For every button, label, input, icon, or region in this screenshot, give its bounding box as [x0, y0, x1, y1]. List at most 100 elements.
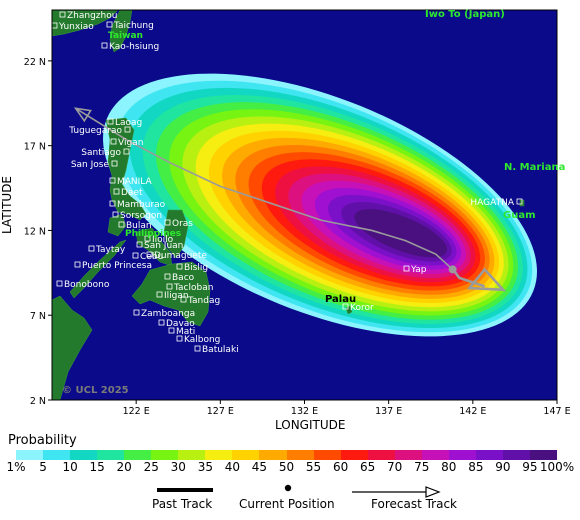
legend-title: Probability	[8, 433, 77, 448]
city-marker-zhangzhou	[59, 11, 66, 18]
city-label-vigan: Vigan	[118, 138, 143, 148]
city-label-san-jose: San Jose	[71, 160, 110, 170]
city-marker-iloilo	[144, 235, 151, 242]
x-ticks: 122 E 127 E 132 E 137 E 142 E 147 E	[123, 400, 571, 417]
legend-tick-label: 100%	[539, 460, 575, 474]
legend-tick-label: 60	[332, 460, 349, 474]
legend-tick-label: 30	[170, 460, 186, 474]
city-label-taichung: Taichung	[113, 21, 154, 31]
city-marker-vigan	[110, 138, 117, 145]
city-marker-yunxiao	[52, 22, 58, 29]
city-label-iligan: Iligan	[164, 291, 189, 301]
y-tick-label: 17 N	[24, 142, 46, 153]
region-label-palau: Palau	[325, 294, 356, 305]
city-label-kao-hsiung: Kao-hsiung	[109, 42, 159, 52]
city-marker-zamboanga	[133, 309, 140, 316]
city-marker-hagatna	[516, 198, 523, 205]
legend-tick-label: 15	[89, 460, 105, 474]
region-label-n-mariana: N. Mariana	[504, 162, 565, 173]
probability-legend: Probability 1% 5 10 15 20 25 30 35 40 45 50 55 60 65 7…	[0, 430, 580, 520]
legend-tick-label: 75	[414, 460, 430, 474]
swath-band	[354, 209, 448, 258]
city-label-yunxiao: Yunxiao	[58, 22, 94, 32]
legend-swatch	[529, 450, 558, 460]
city-marker-kalbong	[176, 335, 183, 342]
city-marker-batulaki	[194, 345, 201, 352]
legend-tick-label: 90	[495, 460, 511, 474]
legend-swatch	[313, 450, 342, 460]
city-label-mati: Mati	[176, 327, 195, 337]
city-marker-laoag	[107, 118, 114, 125]
forecast-track-arrow	[352, 486, 441, 498]
x-tick-label: 122 E	[123, 406, 150, 417]
legend-tick-label: 10	[62, 460, 78, 474]
city-label-laoag: Laoag	[115, 118, 142, 128]
legend-swatch	[178, 450, 206, 460]
city-marker-baco	[164, 273, 171, 280]
city-label-santiago: Santiago	[81, 148, 121, 158]
legend-tick-label: 50	[278, 460, 295, 474]
past-track-line	[157, 488, 213, 492]
city-marker-mamburao	[109, 200, 116, 207]
city-label-zhangzhou: Zhangzhou	[67, 11, 117, 21]
city-marker-bonobono	[56, 280, 63, 287]
x-tick-label: 127 E	[207, 406, 234, 417]
legend-swatch	[232, 450, 260, 460]
legend-tick-label: 35	[197, 460, 213, 474]
legend-swatch	[286, 450, 315, 460]
legend-swatch	[367, 450, 396, 460]
region-label-philippines: Philippines	[125, 229, 181, 239]
city-label-mamburao: Mamburao	[117, 200, 166, 210]
past-track	[453, 270, 486, 288]
x-tick-label: 132 E	[291, 406, 318, 417]
city-label-iloilo: Iloilo	[152, 235, 174, 245]
china-coast	[52, 10, 119, 37]
city-label-puerto-princesa: Puerto Princesa	[82, 261, 152, 271]
y-tick-label: 7 N	[30, 311, 46, 322]
x-tick-label: 147 E	[543, 406, 570, 417]
city-marker-davao	[158, 319, 165, 326]
city-marker-mati	[168, 327, 175, 334]
city-marker-kao-hsiung	[101, 42, 108, 49]
city-marker-taytay	[88, 245, 95, 252]
city-marker-manila	[109, 177, 116, 184]
legend-tick-label: 1%	[6, 460, 26, 474]
legend-swatch	[448, 450, 477, 460]
legend-swatch	[475, 450, 504, 460]
palau-islands	[345, 305, 353, 315]
legend-swatch	[502, 450, 531, 460]
palawan-island	[69, 239, 127, 299]
legend-tick-label: 80	[441, 460, 457, 474]
city-marker-daet	[113, 188, 120, 195]
legend-swatch	[421, 450, 450, 460]
legend-tick-label: 5	[39, 460, 47, 474]
forecast-track-label: Forecast Track	[371, 497, 457, 511]
legend-tick-label: 45	[251, 460, 268, 474]
forecast-track	[75, 107, 454, 271]
taiwan-island	[109, 10, 133, 53]
city-label-san-juan: San Juan	[144, 241, 183, 251]
y-axis-title: LATITUDE	[0, 175, 15, 235]
legend-swatch	[205, 450, 233, 460]
city-label-taytay: Taytay	[95, 245, 126, 255]
city-label-koror: Koror	[350, 303, 374, 313]
past-track-hook	[466, 267, 507, 292]
probability-swath	[103, 73, 537, 337]
city-marker-taichung	[106, 21, 113, 28]
city-marker-yap	[403, 265, 410, 272]
city-marker-oras	[164, 219, 171, 226]
legend-swatch	[394, 450, 423, 460]
city-label-batulaki: Batulaki	[202, 345, 239, 355]
legend-tick-label: 70	[387, 460, 403, 474]
city-marker-dumaguete	[146, 251, 153, 258]
legend-tick-label: 20	[116, 460, 132, 474]
region-label-iwo-to: Iwo To (Japan)	[425, 9, 505, 20]
city-label-sorsogon: Sorsogon	[120, 211, 162, 221]
past-track-label: Past Track	[152, 497, 213, 511]
legend-swatch	[124, 450, 152, 460]
legend-swatch	[70, 450, 98, 460]
current-position	[448, 265, 457, 274]
borneo-coast	[52, 295, 93, 400]
city-marker-bulan	[118, 221, 125, 228]
city-label-bislig: Bislig	[184, 263, 208, 273]
